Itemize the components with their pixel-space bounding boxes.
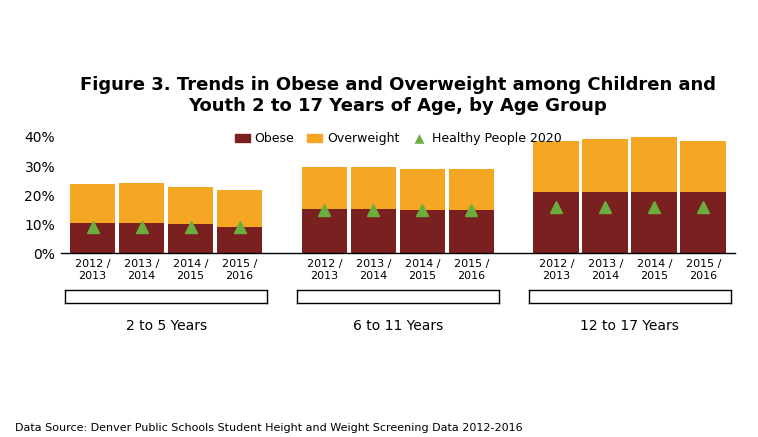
Bar	[351, 167, 396, 209]
Title: Figure 3. Trends in Obese and Overweight among Children and
Youth 2 to 17 Years : Figure 3. Trends in Obese and Overweight…	[80, 76, 716, 115]
Bar	[70, 223, 115, 253]
Bar	[119, 183, 164, 223]
Bar	[399, 169, 445, 210]
Bar	[449, 169, 494, 210]
Bar	[70, 184, 115, 223]
Bar	[534, 141, 579, 192]
Bar	[302, 167, 347, 209]
Bar	[168, 224, 214, 253]
Text: Data Source: Denver Public Schools Student Height and Weight Screening Data 2012: Data Source: Denver Public Schools Stude…	[15, 423, 523, 433]
Bar	[631, 137, 677, 192]
Bar	[582, 139, 628, 192]
Bar	[681, 141, 726, 192]
Bar	[217, 190, 262, 227]
Text: 12 to 17 Years: 12 to 17 Years	[581, 319, 679, 333]
Bar	[399, 210, 445, 253]
Bar	[534, 192, 579, 253]
Bar	[119, 223, 164, 253]
Bar	[449, 210, 494, 253]
Text: 2 to 5 Years: 2 to 5 Years	[126, 319, 207, 333]
Bar	[351, 209, 396, 253]
Bar	[631, 192, 677, 253]
Text: 6 to 11 Years: 6 to 11 Years	[352, 319, 443, 333]
Bar	[168, 187, 214, 224]
Legend: Obese, Overweight, Healthy People 2020: Obese, Overweight, Healthy People 2020	[230, 127, 566, 150]
Bar	[302, 209, 347, 253]
Bar	[582, 192, 628, 253]
Bar	[217, 227, 262, 253]
Bar	[681, 192, 726, 253]
